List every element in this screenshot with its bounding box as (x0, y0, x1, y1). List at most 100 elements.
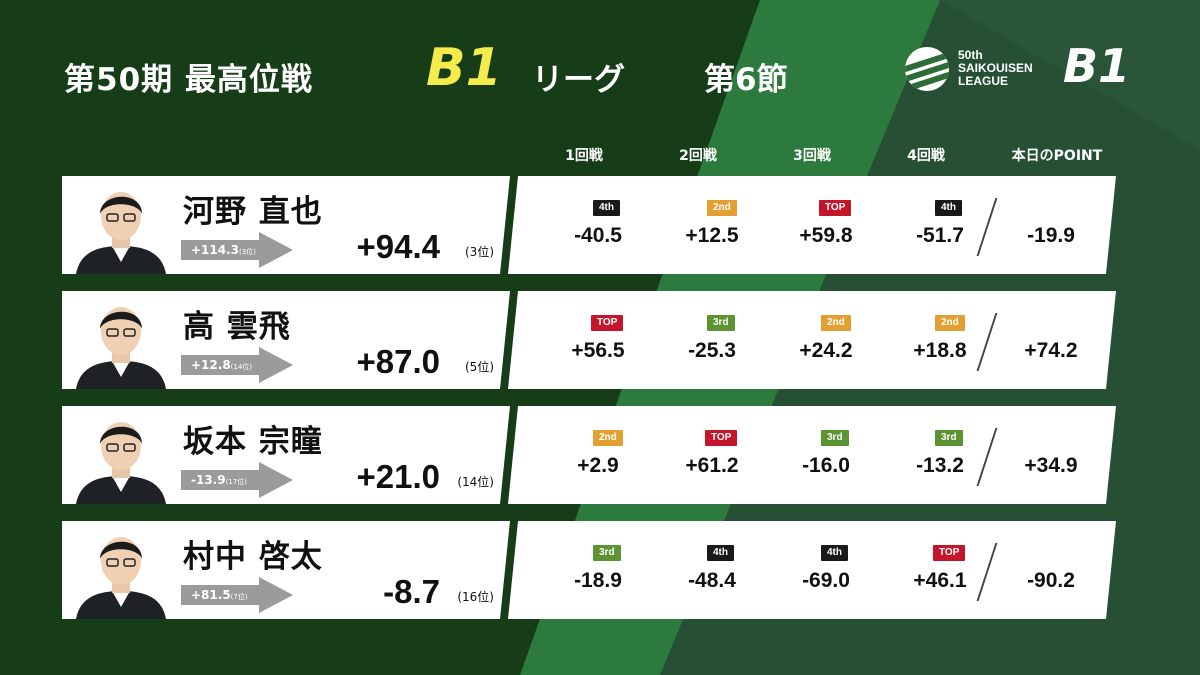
total-score: +87.0 (356, 343, 440, 380)
placement-badge: 2nd (821, 315, 851, 331)
column-header-today: 本日のPOINT (1011, 148, 1103, 164)
placement-badge: TOP (591, 315, 623, 331)
game-results-card: TOP +56.5 3rd -25.3 2nd +24.2 2nd +18.8 … (508, 291, 1116, 389)
player-name: 河野 直也 (183, 194, 323, 230)
total-score: +21.0 (356, 458, 440, 495)
today-point: -90.2 (1027, 569, 1075, 592)
player-photo (62, 176, 180, 274)
game-score: -16.0 (802, 454, 850, 477)
game-score: -51.7 (916, 224, 964, 247)
game-result: 2nd +12.5 (656, 176, 768, 274)
game-score: +59.8 (799, 224, 853, 247)
player-photo (62, 291, 180, 389)
placement-badge: TOP (933, 545, 965, 561)
today-point: +34.9 (1024, 454, 1078, 477)
previous-score-tag: +114.3(3位) (181, 232, 293, 268)
player-card: 河野 直也 +114.3(3位) +94.4 (3位) (62, 176, 510, 274)
player-name: 坂本 宗瞳 (183, 424, 323, 460)
player-name: 村中 啓太 (183, 539, 323, 575)
total-score: -8.7 (383, 573, 440, 610)
game-result: TOP +46.1 (884, 521, 996, 619)
placement-badge: 2nd (707, 200, 737, 216)
game-result: 4th -48.4 (656, 521, 768, 619)
title-main: 第50期 最高位戦 (64, 62, 313, 98)
placement-badge: 4th (707, 545, 734, 561)
title-league: リーグ (532, 62, 625, 98)
game-result: 2nd +24.2 (770, 291, 882, 389)
placement-badge: 3rd (593, 545, 621, 561)
column-header-game1: 1回戦 (565, 148, 603, 164)
previous-score: +81.5 (191, 588, 231, 602)
today-point: -19.9 (1027, 224, 1075, 247)
previous-score: +114.3 (191, 243, 240, 257)
player-card: 坂本 宗瞳 -13.9(17位) +21.0 (14位) (62, 406, 510, 504)
game-result: TOP +56.5 (542, 291, 654, 389)
previous-score-tag: -13.9(17位) (181, 462, 293, 498)
game-result: TOP +59.8 (770, 176, 882, 274)
total-rank: (14位) (457, 475, 494, 489)
player-photo (62, 521, 180, 619)
game-result: 3rd -18.9 (542, 521, 654, 619)
placement-badge: 3rd (935, 430, 963, 446)
game-results-card: 4th -40.5 2nd +12.5 TOP +59.8 4th -51.7 … (508, 176, 1116, 274)
total-rank: (5位) (465, 360, 494, 374)
placement-badge: 4th (821, 545, 848, 561)
game-result: 2nd +2.9 (542, 406, 654, 504)
previous-rank: (17位) (225, 478, 247, 486)
game-results-card: 2nd +2.9 TOP +61.2 3rd -16.0 3rd -13.2 +… (508, 406, 1116, 504)
game-score: +61.2 (685, 454, 739, 477)
league-logo: 50th SAIKOUISEN LEAGUE B1 (905, 39, 1135, 97)
game-score: +18.8 (913, 339, 967, 362)
game-score: +24.2 (799, 339, 853, 362)
column-header-game4: 4回戦 (907, 148, 945, 164)
previous-score: +12.8 (191, 358, 231, 372)
game-score: +56.5 (571, 339, 625, 362)
game-result: 3rd -13.2 (884, 406, 996, 504)
player-photo (62, 406, 180, 504)
today-point: +74.2 (1024, 339, 1078, 362)
placement-badge: 3rd (821, 430, 849, 446)
game-result: 3rd -25.3 (656, 291, 768, 389)
game-score: +2.9 (577, 454, 619, 477)
previous-rank: (14位) (230, 363, 253, 371)
game-score: +12.5 (685, 224, 739, 247)
placement-badge: 2nd (935, 315, 965, 331)
logo-ball-icon (905, 47, 949, 91)
player-name: 高 雲飛 (183, 309, 291, 345)
game-score: -40.5 (574, 224, 622, 247)
placement-badge: 2nd (593, 430, 623, 446)
total-rank: (16位) (457, 590, 494, 604)
placement-badge: 4th (935, 200, 962, 216)
game-result: 3rd -16.0 (770, 406, 882, 504)
title-setsu: 第6節 (704, 62, 788, 98)
placement-badge: 3rd (707, 315, 735, 331)
game-score: +46.1 (913, 569, 967, 592)
game-score: -18.9 (574, 569, 622, 592)
placement-badge: TOP (705, 430, 737, 446)
previous-score-tag: +12.8(14位) (181, 347, 293, 383)
previous-score-tag: +81.5(7位) (181, 577, 293, 613)
logo-text: 50th SAIKOUISEN LEAGUE (958, 48, 1033, 88)
total-rank: (3位) (465, 245, 494, 259)
placement-badge: 4th (593, 200, 620, 216)
game-score: -13.2 (916, 454, 964, 477)
total-score: +94.4 (356, 228, 440, 265)
column-header-game3: 3回戦 (793, 148, 831, 164)
previous-rank: (7位) (230, 593, 248, 601)
game-result: TOP +61.2 (656, 406, 768, 504)
game-score: -48.4 (688, 569, 736, 592)
game-score: -69.0 (802, 569, 850, 592)
player-card: 村中 啓太 +81.5(7位) -8.7 (16位) (62, 521, 510, 619)
logo-b1: B1 (1063, 39, 1131, 93)
column-header-game2: 2回戦 (679, 148, 717, 164)
placement-badge: TOP (819, 200, 851, 216)
previous-rank: (3位) (239, 248, 256, 256)
game-results-card: 3rd -18.9 4th -48.4 4th -69.0 TOP +46.1 … (508, 521, 1116, 619)
game-result: 4th -51.7 (884, 176, 996, 274)
previous-score: -13.9 (191, 473, 226, 487)
game-score: -25.3 (688, 339, 736, 362)
player-card: 高 雲飛 +12.8(14位) +87.0 (5位) (62, 291, 510, 389)
title-b1: B1 (426, 38, 502, 98)
game-result: 4th -69.0 (770, 521, 882, 619)
game-result: 4th -40.5 (542, 176, 654, 274)
